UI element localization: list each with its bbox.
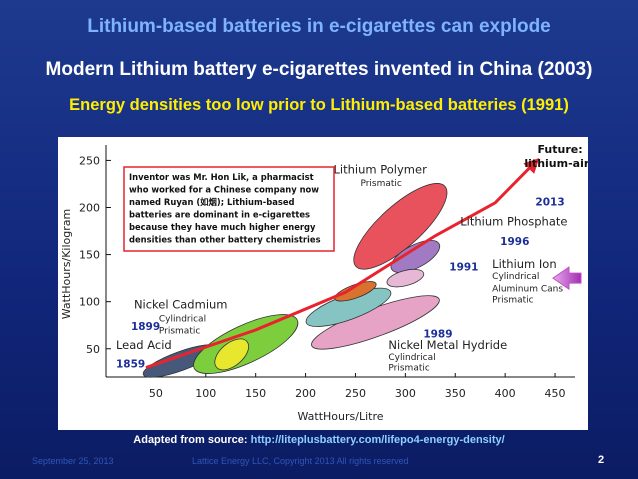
- footer-copyright: Lattice Energy LLC, Copyright 2013 All r…: [192, 456, 409, 466]
- source-link[interactable]: http://liteplusbattery.com/lifepo4-energ…: [250, 434, 505, 446]
- y-tick-label-100: 100: [79, 296, 100, 309]
- trend-arrow: [145, 158, 540, 370]
- label-nickel-cadmium: Nickel Cadmium: [134, 297, 228, 311]
- annotation-line-5: densities than other battery chemistries: [129, 235, 321, 245]
- region-lithium-phosphate: [390, 239, 441, 273]
- sublabel-lithium-ion-prismatic: Prismatic: [492, 296, 533, 306]
- x-tick-label-300: 300: [395, 387, 416, 400]
- chart-panel: 50 100 150 200 250 300 350 400 450 50 100 150 200 250…: [58, 137, 588, 430]
- future-label-0: Future:: [537, 143, 582, 156]
- annotation-line-3: batteries are dominant in e-cigarettes: [129, 210, 310, 220]
- x-tick-label-50: 50: [149, 387, 163, 400]
- region-lithium-polymer: [353, 183, 448, 270]
- year-future: 2013: [535, 197, 564, 209]
- annotation-line-4: because they have much higher energy: [129, 222, 316, 232]
- sublabel-nickel-cadmium-prismatic: Prismatic: [159, 327, 200, 337]
- slide-title-line2: Modern Lithium battery e-cigarettes inve…: [45, 59, 593, 80]
- x-tick-label-350: 350: [445, 387, 466, 400]
- x-tick-label-200: 200: [295, 387, 316, 400]
- y-tick-label-200: 200: [79, 202, 100, 215]
- region-li-ion-aluminum: [334, 281, 377, 302]
- sublabel-lithium-ion-aluminum-cans: Aluminum Cans: [492, 284, 563, 294]
- region-lithium-ion: [386, 268, 425, 288]
- slide-title-line3: Energy densities too low prior to Lithiu…: [69, 96, 569, 114]
- annotation-box: [123, 166, 335, 252]
- label-lithium-polymer: Lithium Polymer: [334, 163, 428, 177]
- x-tick-label-400: 400: [495, 387, 516, 400]
- sublabel-lithium-ion-cylindrical: Cylindrical: [492, 272, 539, 282]
- sublabel-nickel-metal-hydride-cylindrical: Cylindrical: [388, 353, 435, 363]
- source-prefix: Adapted from source:: [133, 434, 251, 446]
- page-number: 2: [598, 454, 605, 466]
- year-lithium-ion: 1991: [449, 262, 478, 274]
- slide-title-line1: Lithium-based batteries in e-cigarettes …: [87, 16, 551, 37]
- x-axis-label: WattHours/Litre: [297, 410, 383, 423]
- year-lithium-phosphate: 1996: [500, 236, 529, 248]
- label-lithium-phosphate: Lithium Phosphate: [460, 214, 567, 228]
- year-nickel-cadmium: 1899: [131, 321, 160, 333]
- annotation-line-0: Inventor was Mr. Hon Lik, a pharmacist: [129, 172, 314, 182]
- pointer-arrow: [552, 266, 582, 291]
- label-nickel-metal-hydride: Nickel Metal Hydride: [388, 338, 507, 352]
- energy-density-chart: 50 100 150 200 250 300 350 400 450 50 100 150 200 250…: [60, 143, 588, 423]
- y-axis-label: WattHours/Kilogram: [60, 209, 73, 320]
- sublabel-nickel-metal-hydride-prismatic: Prismatic: [388, 363, 429, 373]
- annotation-line-2: named Ruyan (如烟); Lithium-based: [129, 197, 295, 207]
- x-tick-label-100: 100: [195, 387, 216, 400]
- y-tick-label-250: 250: [79, 154, 100, 167]
- year-nickel-metal-hydride: 1989: [423, 328, 452, 340]
- source-citation: Adapted from source: http://liteplusbatt…: [0, 434, 638, 446]
- footer-date: September 25, 2013: [32, 456, 114, 466]
- label-lithium-ion: Lithium Ion: [492, 257, 556, 271]
- x-tick-label-250: 250: [345, 387, 366, 400]
- year-lead-acid: 1859: [116, 359, 145, 371]
- region-nicd-inner: [214, 338, 250, 371]
- y-tick-label-150: 150: [79, 249, 100, 262]
- annotation-line-1: who worked for a Chinese company now: [129, 185, 319, 195]
- sublabel-lithium-polymer-prismatic: Prismatic: [360, 179, 401, 189]
- future-label-1: lithium-air?: [524, 157, 588, 170]
- x-tick-label-450: 450: [545, 387, 566, 400]
- y-tick-label-50: 50: [86, 343, 100, 356]
- label-lead-acid: Lead Acid: [116, 338, 172, 352]
- x-tick-label-150: 150: [245, 387, 266, 400]
- sublabel-nickel-cadmium-cylindrical: Cylindrical: [159, 314, 206, 324]
